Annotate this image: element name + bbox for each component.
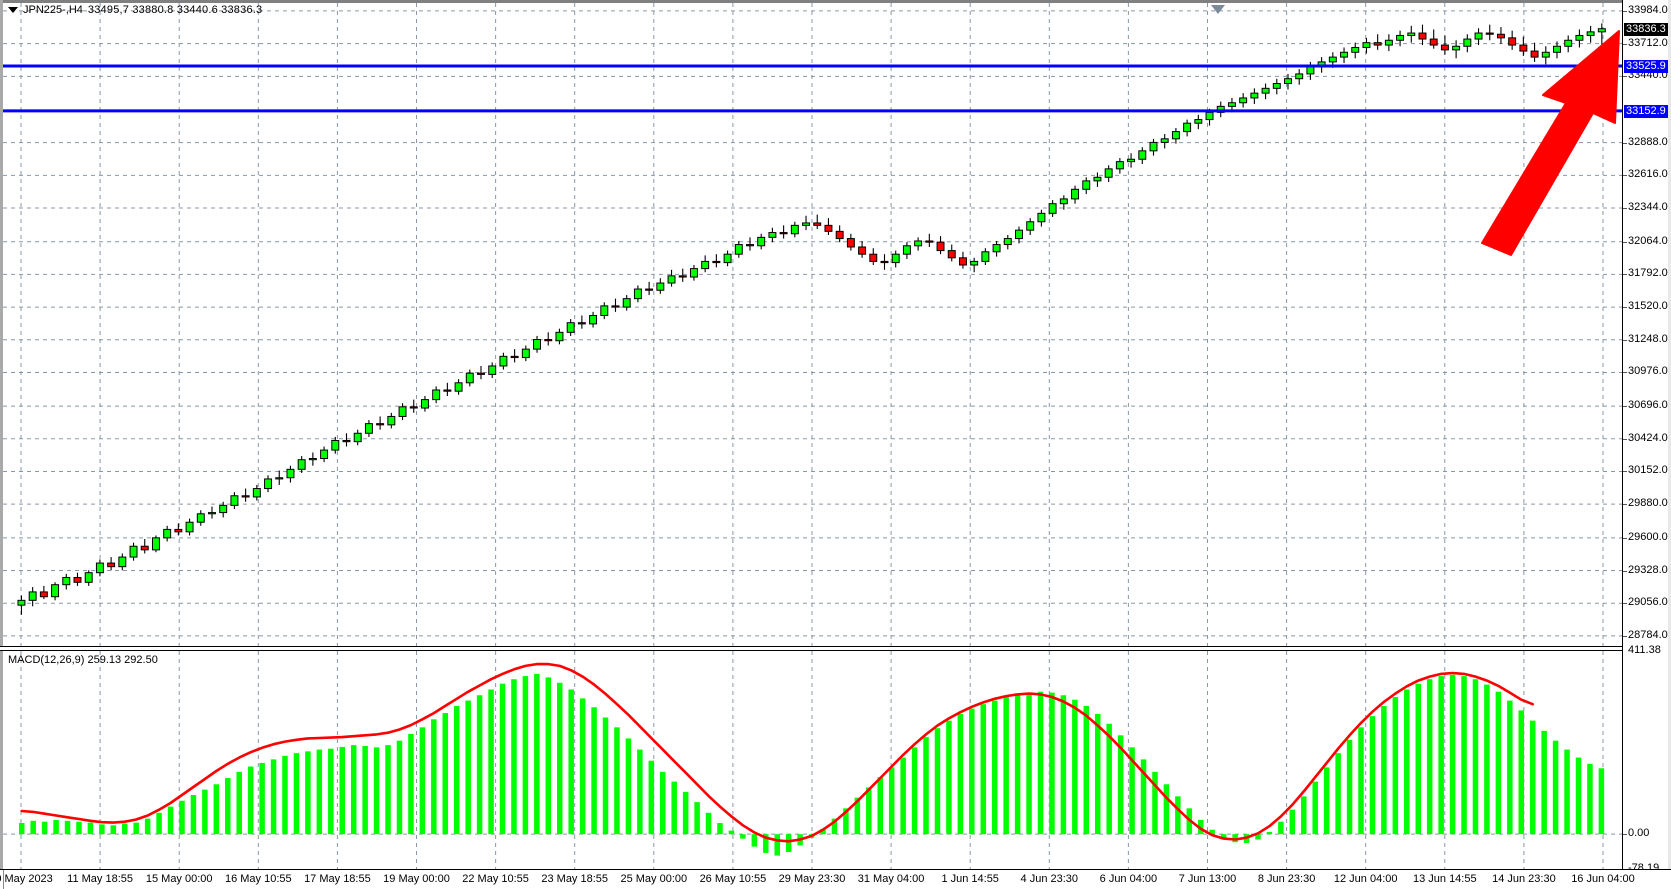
price-tick-label: 31792.0 [1628, 267, 1668, 280]
time-axis-label: 16 Jun 04:00 [1571, 873, 1635, 885]
pane-divider-bottom [0, 650, 1622, 651]
time-axis-label: 7 Jun 13:00 [1178, 873, 1237, 885]
time-axis-label: 23 May 18:55 [541, 873, 609, 885]
price-tick-mark [1623, 307, 1627, 309]
price-tick-label: 31248.0 [1628, 332, 1668, 345]
price-tick-mark [1623, 471, 1627, 473]
time-axis-label: 14 Jun 23:30 [1492, 873, 1556, 885]
pane-divider-fill [0, 647, 1622, 650]
symbol-label: JPN225-,H4 [23, 4, 83, 16]
price-tick-mark [1623, 10, 1627, 12]
macd-header-label: MACD(12,26,9) 259.13 292.50 [8, 654, 158, 666]
price-tick-mark [1623, 603, 1627, 605]
macd-tick-label: -78.19 [1628, 862, 1660, 874]
chart-header: JPN225-,H4 33495,7 33880.8 33440.6 33836… [8, 3, 262, 17]
price-tick-mark [1623, 142, 1627, 144]
macd-chart-canvas [3, 651, 1622, 869]
price-tick-mark [1623, 175, 1627, 177]
macd-tick-label: 0.00 [1628, 827, 1650, 840]
price-tick-label: 30696.0 [1628, 399, 1668, 412]
time-axis-label: 16 May 10:55 [224, 873, 292, 885]
price-tick-label: 30424.0 [1628, 431, 1668, 444]
price-tick-mark [1623, 537, 1627, 539]
price-tick-label: 29056.0 [1628, 596, 1668, 609]
triangle-down-icon[interactable] [8, 7, 18, 13]
time-axis-label: 11 May 18:55 [67, 873, 134, 885]
price-chart-canvas [3, 3, 1622, 646]
macd-tick-mark [1623, 834, 1627, 836]
price-tick-label: 30976.0 [1628, 365, 1668, 378]
time-axis-label: 25 May 00:00 [620, 873, 688, 885]
price-axis-separator [1622, 0, 1623, 872]
time-axis-label: 29 May 23:30 [778, 873, 846, 885]
time-axis-label: 12 Jun 04:00 [1333, 873, 1398, 885]
price-tick-label: 29600.0 [1628, 530, 1668, 543]
price-tick-mark [1623, 76, 1627, 78]
time-axis-label: 19 May 00:00 [383, 873, 450, 885]
price-tick-mark [1623, 339, 1627, 341]
time-axis[interactable]: 10 May 2023 11 May 18:55 15 May 00:00 16 Ma… [0, 870, 1671, 889]
time-axis-label: 31 May 04:00 [857, 873, 925, 885]
price-tick-label: 33984.0 [1628, 3, 1668, 16]
price-chart-pane[interactable] [3, 3, 1622, 646]
price-tick-label: 33712.0 [1628, 36, 1668, 49]
ohlc-values: 33495,7 33880.8 33440.6 33836.3 [87, 4, 263, 16]
price-tick-mark [1623, 372, 1627, 374]
price-tick-label: 29880.0 [1628, 497, 1668, 510]
time-axis-label: 17 May 18:55 [304, 873, 371, 885]
time-axis-separator [0, 869, 1671, 870]
price-tick-mark [1623, 438, 1627, 440]
last-price-badge: 33836.3 [1624, 22, 1668, 36]
time-axis-label: 1 Jun 14:55 [941, 873, 999, 885]
time-axis-label: 8 Jun 23:30 [1257, 873, 1316, 885]
price-tick-mark [1623, 43, 1627, 45]
price-tick-label: 32616.0 [1628, 168, 1668, 181]
time-axis-left-edge [3, 870, 4, 889]
price-tick-mark [1623, 570, 1627, 572]
price-tick-label: 32064.0 [1628, 234, 1668, 247]
price-tick-label: 31520.0 [1628, 300, 1668, 313]
price-tick-mark [1623, 406, 1627, 408]
macd-indicator-pane[interactable] [3, 651, 1622, 869]
price-tick-label: 32344.0 [1628, 201, 1668, 214]
price-tick-mark [1623, 274, 1627, 276]
pane-divider-top [0, 646, 1622, 647]
window-left-border [0, 0, 3, 889]
macd-tick-label: 411.38 [1628, 644, 1661, 656]
price-tick-label: 33440.0 [1628, 69, 1668, 82]
window-top-border [0, 0, 1671, 3]
price-tick-label: 29328.0 [1628, 563, 1668, 576]
price-tick-label: 28784.0 [1628, 628, 1668, 641]
time-axis-label: 15 May 00:00 [145, 873, 213, 885]
time-axis-label: 6 Jun 04:00 [1099, 873, 1158, 885]
level-price-badge: 33525.9 [1624, 59, 1668, 73]
time-axis-label: 22 May 10:55 [462, 873, 529, 885]
price-tick-mark [1623, 504, 1627, 506]
price-tick-mark [1623, 241, 1627, 243]
price-tick-label: 30152.0 [1628, 464, 1668, 477]
price-tick-label: 32888.0 [1628, 135, 1668, 148]
price-tick-mark [1623, 208, 1627, 210]
time-axis-label: 10 May 2023 [0, 873, 53, 885]
right-edge-strip [1668, 0, 1671, 869]
time-axis-label: 4 Jun 23:30 [1020, 873, 1079, 885]
price-axis[interactable]: 33984.0 33712.0 33440.0 32888.0 32616.0 32344… [1623, 0, 1671, 874]
level-price-badge: 33152.9 [1624, 104, 1668, 118]
time-axis-label: 26 May 10:55 [699, 873, 767, 885]
price-tick-mark [1623, 635, 1627, 637]
time-axis-label: 13 Jun 14:55 [1412, 873, 1477, 885]
